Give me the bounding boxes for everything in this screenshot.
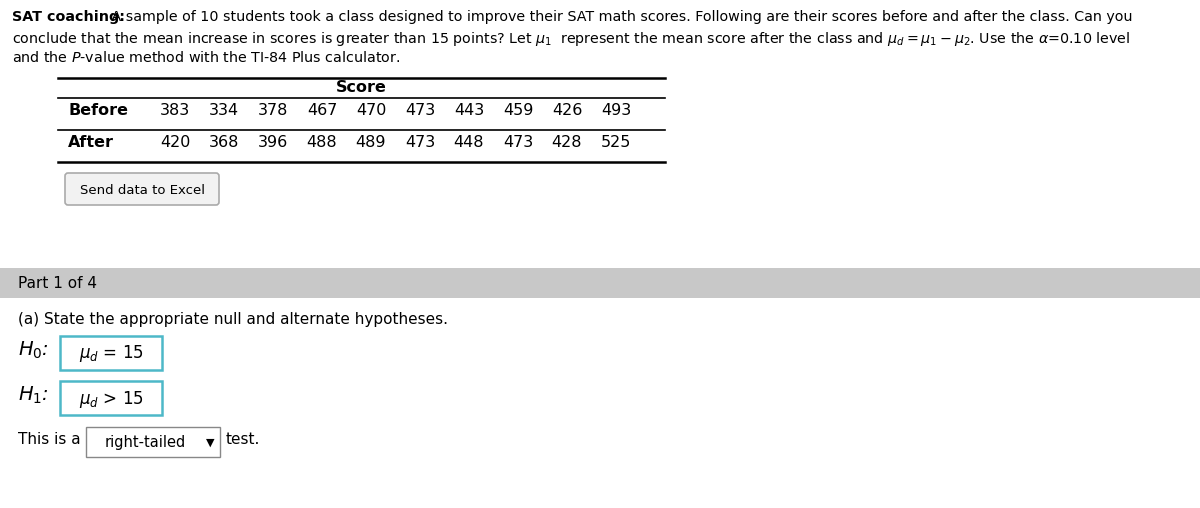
Text: 473: 473 xyxy=(404,103,436,118)
Text: Score: Score xyxy=(336,80,386,95)
Text: This is a: This is a xyxy=(18,432,80,447)
Text: 420: 420 xyxy=(160,135,190,150)
Text: conclude that the mean increase in scores is greater than 15 points? Let $\mu_1$: conclude that the mean increase in score… xyxy=(12,30,1130,48)
Text: SAT coaching:: SAT coaching: xyxy=(12,10,125,24)
FancyBboxPatch shape xyxy=(0,298,1200,508)
Text: 525: 525 xyxy=(601,135,631,150)
Text: test.: test. xyxy=(226,432,260,447)
Text: Part 1 of 4: Part 1 of 4 xyxy=(18,276,97,292)
Text: 383: 383 xyxy=(160,103,190,118)
Text: $H_1$:: $H_1$: xyxy=(18,385,49,406)
FancyBboxPatch shape xyxy=(65,173,220,205)
FancyBboxPatch shape xyxy=(60,336,162,370)
Text: 378: 378 xyxy=(258,103,288,118)
Text: $H_0$:: $H_0$: xyxy=(18,340,49,361)
Text: 489: 489 xyxy=(355,135,386,150)
Text: A sample of 10 students took a class designed to improve their SAT math scores. : A sample of 10 students took a class des… xyxy=(107,10,1133,24)
Text: 334: 334 xyxy=(209,103,239,118)
Text: 467: 467 xyxy=(307,103,337,118)
Text: and the $P$-value method with the TI-84 Plus calculator.: and the $P$-value method with the TI-84 … xyxy=(12,50,400,65)
Text: 443: 443 xyxy=(454,103,484,118)
Text: 473: 473 xyxy=(404,135,436,150)
Text: Before: Before xyxy=(68,103,128,118)
Text: 470: 470 xyxy=(356,103,386,118)
Text: 426: 426 xyxy=(552,103,582,118)
Text: After: After xyxy=(68,135,114,150)
Text: ▼: ▼ xyxy=(205,438,215,448)
FancyBboxPatch shape xyxy=(86,427,220,457)
Text: $\mu_d$ = 15: $\mu_d$ = 15 xyxy=(78,343,144,365)
Text: (a) State the appropriate null and alternate hypotheses.: (a) State the appropriate null and alter… xyxy=(18,312,448,327)
Text: 396: 396 xyxy=(258,135,288,150)
Text: 459: 459 xyxy=(503,103,533,118)
Text: Send data to Excel: Send data to Excel xyxy=(79,183,204,197)
Text: 368: 368 xyxy=(209,135,239,150)
FancyBboxPatch shape xyxy=(60,381,162,415)
Text: 473: 473 xyxy=(503,135,533,150)
FancyBboxPatch shape xyxy=(0,268,1200,298)
Text: 493: 493 xyxy=(601,103,631,118)
Text: $\mu_d$ > 15: $\mu_d$ > 15 xyxy=(78,389,144,409)
Text: 448: 448 xyxy=(454,135,485,150)
Text: 488: 488 xyxy=(307,135,337,150)
Text: right-tailed: right-tailed xyxy=(104,435,186,451)
Text: 428: 428 xyxy=(552,135,582,150)
